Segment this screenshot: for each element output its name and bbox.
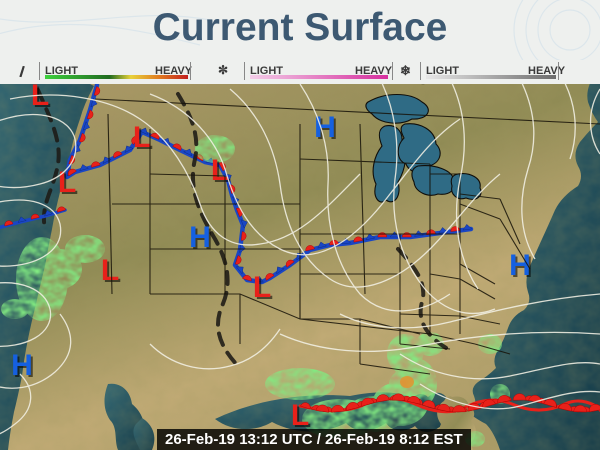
svg-text:L: L [253, 271, 271, 304]
svg-text:L: L [101, 254, 119, 287]
svg-text:L: L [31, 84, 49, 112]
svg-text:L: L [58, 166, 76, 199]
svg-text:L: L [211, 154, 229, 187]
svg-text:L: L [291, 399, 309, 432]
